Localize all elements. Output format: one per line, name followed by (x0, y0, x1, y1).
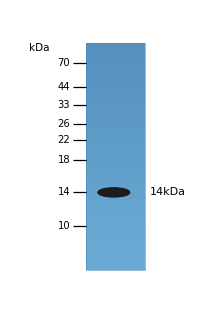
Bar (86, 151, 144, 154)
Bar (86, 83, 144, 86)
Text: kDa: kDa (29, 43, 49, 53)
Bar (86, 149, 144, 151)
Bar (86, 43, 144, 271)
Bar (86, 86, 144, 89)
Bar (86, 268, 144, 271)
Text: 33: 33 (57, 100, 70, 110)
Bar (86, 185, 144, 188)
Bar (86, 208, 144, 211)
Bar (86, 259, 144, 262)
Bar (86, 120, 144, 123)
Text: 18: 18 (57, 155, 70, 165)
Text: 44: 44 (57, 82, 70, 92)
Bar (86, 157, 144, 160)
Bar (86, 194, 144, 197)
Bar (86, 225, 144, 228)
Bar (86, 239, 144, 242)
Bar (86, 61, 144, 63)
Bar (86, 165, 144, 168)
Bar (86, 202, 144, 205)
Bar (86, 129, 144, 131)
Bar (86, 106, 144, 109)
Bar (86, 214, 144, 217)
Bar (86, 231, 144, 234)
Bar (86, 131, 144, 134)
Bar (86, 126, 144, 129)
Bar (86, 180, 144, 183)
Bar (86, 123, 144, 126)
Bar (86, 112, 144, 115)
Bar (86, 95, 144, 97)
Bar (86, 163, 144, 165)
Bar (86, 217, 144, 219)
Bar (86, 222, 144, 225)
Bar (86, 248, 144, 251)
Ellipse shape (98, 188, 129, 197)
Text: 70: 70 (57, 58, 70, 68)
Bar (86, 69, 144, 72)
Bar (86, 77, 144, 80)
Bar (86, 75, 144, 77)
Bar (86, 265, 144, 268)
Bar (86, 183, 144, 185)
Bar (86, 115, 144, 117)
Bar (86, 146, 144, 149)
Bar (86, 197, 144, 200)
Text: 10: 10 (57, 221, 70, 231)
Bar (86, 219, 144, 222)
Bar (86, 253, 144, 256)
Bar (86, 242, 144, 245)
Bar (86, 80, 144, 83)
Text: 14kDa: 14kDa (149, 188, 185, 197)
Bar (86, 109, 144, 112)
Bar (86, 43, 144, 46)
Bar (86, 137, 144, 140)
Bar (86, 171, 144, 174)
Bar (86, 97, 144, 100)
Bar (86, 143, 144, 146)
Bar (86, 55, 144, 58)
Bar (86, 168, 144, 171)
Bar (86, 234, 144, 236)
Bar (86, 228, 144, 231)
Bar (86, 117, 144, 120)
Bar (86, 154, 144, 157)
Bar (86, 92, 144, 95)
Bar (86, 89, 144, 92)
Bar (86, 251, 144, 253)
Bar (86, 191, 144, 194)
Bar (86, 58, 144, 61)
Bar (86, 66, 144, 69)
Bar (86, 100, 144, 103)
Text: 22: 22 (57, 135, 70, 145)
Bar (86, 49, 144, 52)
Bar (86, 174, 144, 177)
Bar (86, 245, 144, 248)
Bar (86, 134, 144, 137)
Bar (86, 140, 144, 143)
Bar (86, 188, 144, 191)
Bar (86, 46, 144, 49)
Bar (86, 177, 144, 180)
Text: 26: 26 (57, 119, 70, 129)
Bar (86, 256, 144, 259)
Bar (86, 211, 144, 214)
Bar (86, 52, 144, 55)
Bar (86, 72, 144, 75)
Bar (86, 160, 144, 163)
Text: 14: 14 (57, 188, 70, 197)
Bar (86, 63, 144, 66)
Bar (86, 236, 144, 239)
Bar (86, 205, 144, 208)
Bar (86, 200, 144, 202)
Bar (86, 262, 144, 265)
Bar (86, 103, 144, 106)
